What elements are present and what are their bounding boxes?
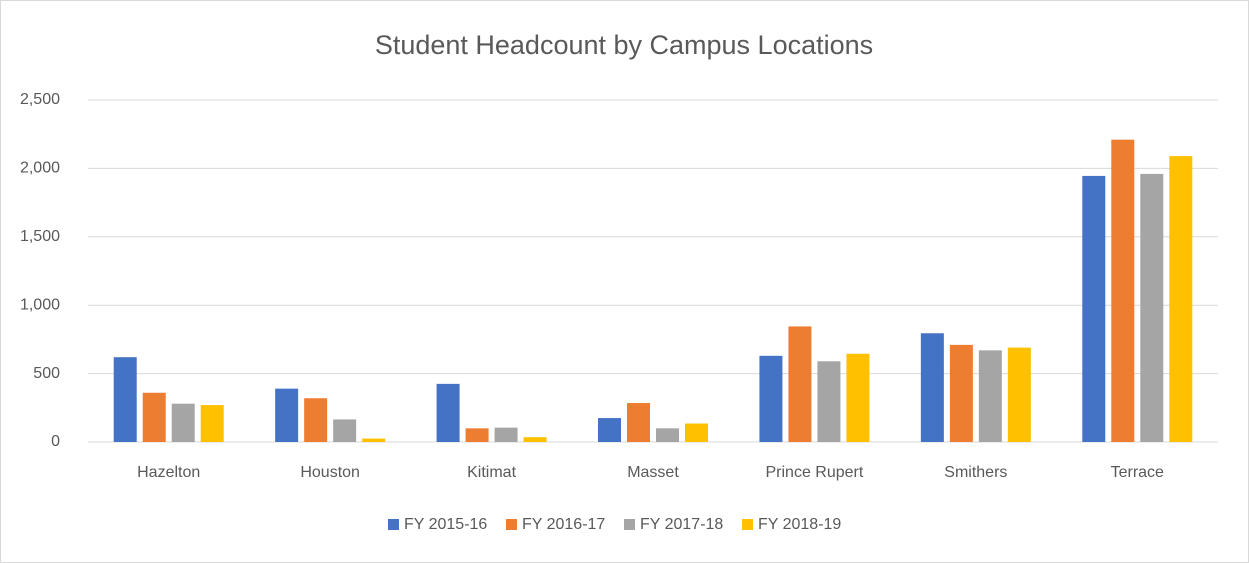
bar	[362, 438, 386, 442]
bar	[920, 333, 944, 442]
bar	[436, 383, 460, 442]
bar	[759, 355, 783, 442]
bar	[598, 418, 621, 442]
x-tick-label: Kitimat	[467, 464, 516, 481]
bar	[494, 427, 518, 442]
legend-swatch	[742, 519, 753, 530]
y-tick-label: 1,500	[20, 228, 60, 245]
bar	[1140, 173, 1164, 442]
y-tick-label: 500	[33, 365, 60, 382]
bar	[142, 392, 166, 442]
y-tick-label: 0	[51, 433, 60, 450]
bar	[465, 428, 489, 442]
legend-label: FY 2016-17	[522, 516, 605, 533]
bar	[333, 419, 357, 442]
x-tick-label: Hazelton	[137, 464, 200, 481]
bar	[846, 353, 870, 442]
bar	[978, 350, 1002, 442]
legend-swatch	[506, 519, 517, 530]
bar	[200, 405, 224, 442]
bar	[1007, 347, 1031, 442]
bar	[817, 361, 841, 442]
bar	[171, 403, 195, 442]
bar	[1111, 139, 1135, 442]
y-tick-label: 1,000	[20, 296, 60, 313]
bar	[627, 403, 650, 442]
legend-label: FY 2018-19	[758, 516, 841, 533]
bar	[523, 437, 547, 442]
bar	[949, 344, 973, 442]
x-tick-label: Smithers	[944, 464, 1007, 481]
legend-swatch	[388, 519, 399, 530]
legend-swatch	[624, 519, 635, 530]
x-tick-label: Terrace	[1111, 464, 1164, 481]
bar	[788, 326, 812, 442]
bar	[275, 388, 299, 442]
y-tick-label: 2,000	[20, 160, 60, 177]
bar	[656, 428, 679, 442]
bar	[1082, 175, 1106, 442]
bar	[304, 398, 328, 442]
x-tick-label: Prince Rupert	[766, 464, 864, 481]
x-tick-label: Masset	[627, 464, 679, 481]
y-tick-label: 2,500	[20, 91, 60, 108]
bar	[113, 357, 137, 442]
bar	[1169, 156, 1193, 442]
legend-label: FY 2015-16	[404, 516, 487, 533]
bar	[685, 423, 708, 442]
legend-label: FY 2017-18	[640, 516, 723, 533]
chart-title: Student Headcount by Campus Locations	[375, 30, 873, 60]
x-tick-label: Houston	[300, 464, 360, 481]
